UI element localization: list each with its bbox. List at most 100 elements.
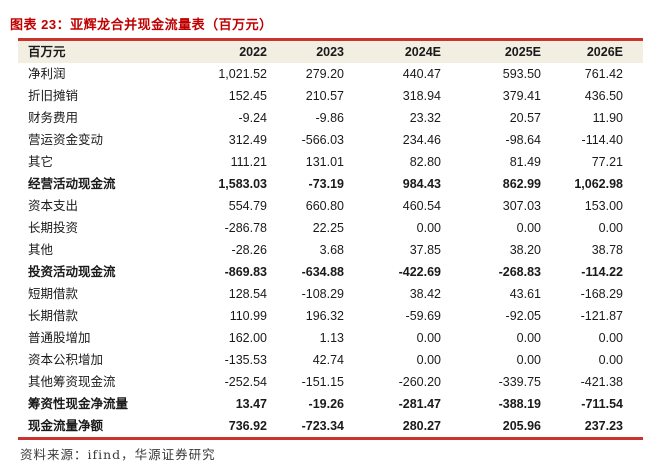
table-row: 资本支出 554.79 660.80 460.54 307.03 153.00 xyxy=(18,195,643,217)
source-note: 资料来源：ifind，华源证券研究 xyxy=(20,447,216,462)
cell-value: 318.94 xyxy=(402,89,441,103)
cell-value: 162.00 xyxy=(228,331,267,345)
cell-value: 82.80 xyxy=(409,155,441,169)
row-label: 普通股增加 xyxy=(28,331,91,345)
column-header-year: 2025E xyxy=(504,45,541,59)
cell-value: -634.88 xyxy=(301,265,344,279)
cell-value: 862.99 xyxy=(502,177,541,191)
cell-value: -388.19 xyxy=(498,397,541,411)
row-label: 筹资性现金净流量 xyxy=(28,397,129,411)
cell-value: -168.29 xyxy=(580,287,623,301)
cell-value: -121.87 xyxy=(580,309,623,323)
table-row: 其他 -28.26 3.68 37.85 38.20 38.78 xyxy=(18,239,643,261)
cell-value: -268.83 xyxy=(498,265,541,279)
cell-value: 0.00 xyxy=(598,353,623,367)
table-row: 其它 111.21 131.01 82.80 81.49 77.21 xyxy=(18,151,643,173)
row-label: 短期借款 xyxy=(28,287,79,301)
table-row: 净利润 1,021.52 279.20 440.47 593.50 761.42 xyxy=(18,63,643,85)
row-label: 其他筹资现金流 xyxy=(28,375,116,389)
cell-value: -73.19 xyxy=(308,177,344,191)
table-header-row: 百万元 2022 2023 2024E 2025E 2026E xyxy=(18,39,643,63)
row-label: 长期投资 xyxy=(28,221,79,235)
cell-value: 761.42 xyxy=(584,67,623,81)
row-label: 长期借款 xyxy=(28,309,79,323)
cell-value: 0.00 xyxy=(516,353,541,367)
cell-value: 0.00 xyxy=(516,221,541,235)
cell-value: 280.27 xyxy=(402,419,441,433)
cell-value: -723.34 xyxy=(301,419,344,433)
cell-value: -260.20 xyxy=(398,375,441,389)
cell-value: 110.99 xyxy=(229,309,267,323)
column-header-year: 2023 xyxy=(316,45,344,59)
cell-value: 111.21 xyxy=(230,155,267,169)
row-label: 其他 xyxy=(28,243,54,257)
column-header-unit: 百万元 xyxy=(28,45,66,59)
row-label: 净利润 xyxy=(28,67,66,81)
cell-value: 210.57 xyxy=(305,89,344,103)
cell-value: 436.50 xyxy=(584,89,623,103)
row-label: 资本公积增加 xyxy=(28,353,104,367)
cell-value: -281.47 xyxy=(398,397,441,411)
row-label: 财务费用 xyxy=(28,111,79,125)
cell-value: 460.54 xyxy=(402,199,441,213)
cell-value: 205.96 xyxy=(502,419,541,433)
figure-title: 图表 23：亚辉龙合并现金流量表（百万元） xyxy=(10,17,273,32)
cell-value: 1.13 xyxy=(319,331,344,345)
column-header-year: 2026E xyxy=(586,45,623,59)
cell-value: -19.26 xyxy=(308,397,344,411)
cell-value: 42.74 xyxy=(312,353,344,367)
cell-value: 279.20 xyxy=(305,67,344,81)
cell-value: 20.57 xyxy=(509,111,541,125)
table-row: 短期借款 128.54 -108.29 38.42 43.61 -168.29 xyxy=(18,283,643,305)
cell-value: -28.26 xyxy=(231,243,267,257)
row-label: 其它 xyxy=(28,155,54,169)
row-label: 投资活动现金流 xyxy=(28,265,116,279)
table-row: 资本公积增加 -135.53 42.74 0.00 0.00 0.00 xyxy=(18,349,643,371)
cell-value: 593.50 xyxy=(502,67,541,81)
cell-value: -422.69 xyxy=(398,265,441,279)
table-row: 普通股增加 162.00 1.13 0.00 0.00 0.00 xyxy=(18,327,643,349)
cell-value: 0.00 xyxy=(598,221,623,235)
cell-value: -421.38 xyxy=(580,375,623,389)
cell-value: -339.75 xyxy=(498,375,541,389)
cell-value: 3.68 xyxy=(319,243,344,257)
cell-value: 312.49 xyxy=(228,133,267,147)
cell-value: -252.54 xyxy=(224,375,267,389)
cell-value: -59.69 xyxy=(405,309,441,323)
cell-value: 38.20 xyxy=(509,243,541,257)
row-label: 资本支出 xyxy=(28,199,79,213)
cell-value: -9.86 xyxy=(315,111,345,125)
table-row: 其他筹资现金流 -252.54 -151.15 -260.20 -339.75 -421.… xyxy=(18,371,643,393)
cell-value: -151.15 xyxy=(301,375,344,389)
cell-value: -114.40 xyxy=(581,133,623,147)
table-row: 财务费用 -9.24 -9.86 23.32 20.57 11.90 xyxy=(18,107,643,129)
cell-value: 153.00 xyxy=(584,199,623,213)
cell-value: -92.05 xyxy=(505,309,541,323)
cell-value: 11.90 xyxy=(592,111,623,125)
cell-value: 234.46 xyxy=(402,133,441,147)
cashflow-table-wrap: 百万元 2022 2023 2024E 2025E 2026E 净利润 1,021.52 27… xyxy=(18,38,643,440)
cell-value: 43.61 xyxy=(509,287,541,301)
cell-value: 984.43 xyxy=(402,177,441,191)
table-row: 投资活动现金流 -869.83 -634.88 -422.69 -268.83 -114.… xyxy=(18,261,643,283)
cell-value: 1,062.98 xyxy=(574,177,623,191)
cell-value: 23.32 xyxy=(409,111,441,125)
column-header-year: 2024E xyxy=(404,45,441,59)
table-body: 净利润 1,021.52 279.20 440.47 593.50 761.42 折旧摊销 1… xyxy=(18,63,643,439)
cell-value: -711.54 xyxy=(581,397,623,411)
row-label: 营运资金变动 xyxy=(28,133,104,147)
cell-value: 152.45 xyxy=(228,89,267,103)
cell-value: 554.79 xyxy=(228,199,267,213)
cell-value: -286.78 xyxy=(224,221,267,235)
cell-value: -108.29 xyxy=(301,287,344,301)
table-row: 长期投资 -286.78 22.25 0.00 0.00 0.00 xyxy=(18,217,643,239)
cell-value: 38.78 xyxy=(591,243,623,257)
cell-value: 22.25 xyxy=(312,221,344,235)
table-row: 筹资性现金净流量 13.47 -19.26 -281.47 -388.19 -711.54 xyxy=(18,393,643,415)
cell-value: 131.01 xyxy=(305,155,344,169)
cell-value: 0.00 xyxy=(416,331,441,345)
cell-value: 307.03 xyxy=(502,199,541,213)
cell-value: 440.47 xyxy=(402,67,441,81)
cell-value: 0.00 xyxy=(598,331,623,345)
